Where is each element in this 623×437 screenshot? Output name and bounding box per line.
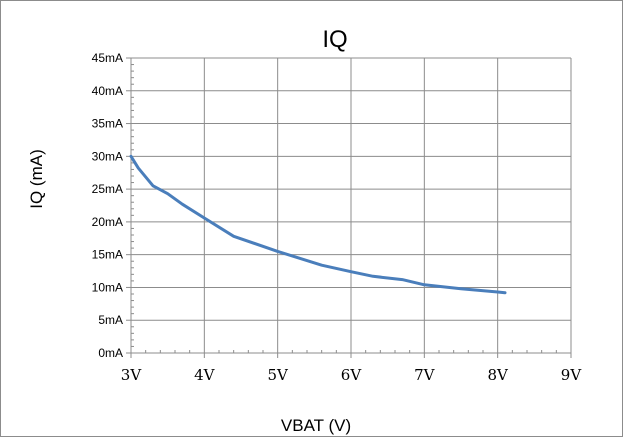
y-tick-label: 0mA — [98, 346, 123, 360]
x-tick-label: 6V — [341, 366, 363, 384]
y-tick-label: 5mA — [98, 313, 123, 327]
series-line — [129, 154, 507, 295]
y-tick-labels: 0mA 5mA 10mA 15mA 20mA 25mA 30mA 35mA 40mA 45mA — [92, 51, 123, 360]
x-tick-label: 5V — [267, 366, 289, 384]
y-tick-label: 30mA — [92, 149, 123, 163]
x-tick-label: 9V — [561, 366, 583, 384]
y-tick-label: 10mA — [92, 280, 123, 294]
x-tick-labels: 3V 4V 5V 6V 7V 8V 9V — [121, 366, 583, 384]
x-tick-label: 3V — [121, 366, 143, 384]
y-tick-label: 20mA — [92, 215, 123, 229]
chart-title: IQ — [322, 26, 347, 53]
y-axis-title: IQ (mA) — [27, 149, 46, 209]
gridlines — [131, 57, 572, 353]
y-tick-label: 15mA — [92, 248, 123, 262]
series-group — [129, 154, 507, 295]
axes — [126, 57, 572, 358]
x-axis-title: VBAT (V) — [281, 416, 351, 435]
y-tick-label: 45mA — [92, 51, 123, 65]
x-tick-label: 4V — [194, 366, 216, 384]
y-tick-label: 40mA — [92, 84, 123, 98]
x-tick-label: 8V — [487, 366, 509, 384]
y-tick-label: 35mA — [92, 117, 123, 131]
x-tick-label: 7V — [414, 366, 436, 384]
y-tick-label: 25mA — [92, 182, 123, 196]
